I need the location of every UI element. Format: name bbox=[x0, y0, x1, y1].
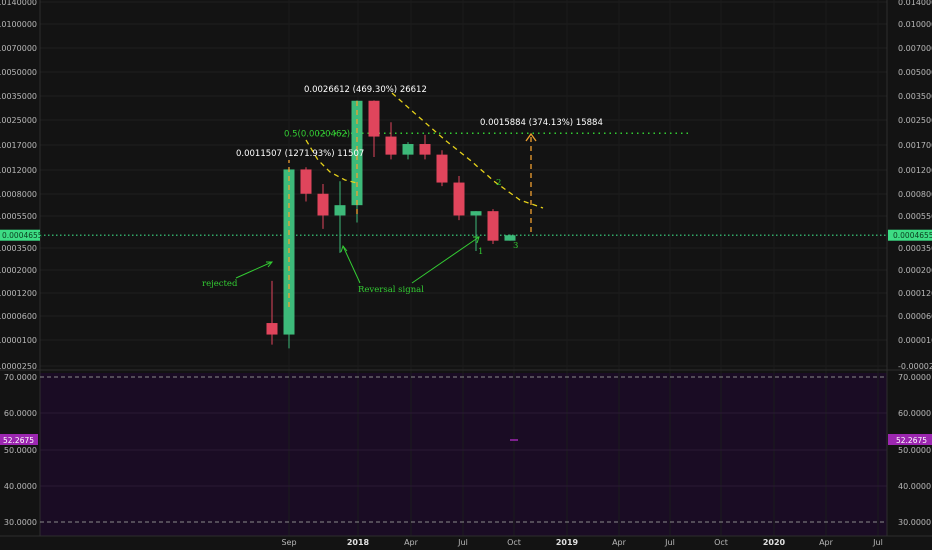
price-axis-left[interactable]: 0.0140000 0.0100000 0.0070000 0.0050000 0.00… bbox=[0, 0, 37, 371]
rsi-tick-left: 50.0000 bbox=[4, 446, 37, 455]
rsi-badge-left: 52.2675 bbox=[0, 434, 38, 445]
price-tick-left: 0.0001200 bbox=[0, 289, 37, 298]
rsi-tick-right: 40.0000 bbox=[898, 482, 931, 491]
rsi-axis[interactable]: 70.0000 70.0000 60.0000 60.0000 50.0000 50.00… bbox=[4, 373, 931, 527]
rsi-badge-right: 52.2675 bbox=[888, 434, 932, 445]
price-tick-right: 0.0012000 bbox=[898, 166, 932, 175]
price-tick-left: 0.0070000 bbox=[0, 44, 37, 53]
candle-body bbox=[419, 144, 431, 155]
candle-body bbox=[300, 169, 312, 194]
reversal-label: Reversal signal bbox=[358, 285, 424, 295]
candle-body bbox=[317, 193, 329, 216]
price-tick-left: 0.0012000 bbox=[0, 166, 37, 175]
price-tick-right: 0.0140000 bbox=[898, 0, 932, 7]
time-tick: Apr bbox=[612, 538, 627, 547]
candle-body bbox=[487, 211, 499, 241]
time-tick: Apr bbox=[404, 538, 419, 547]
price-tick-left: 0.0000100 bbox=[0, 336, 37, 345]
time-tick: Oct bbox=[507, 538, 521, 547]
candle-body bbox=[402, 144, 414, 155]
price-tick-right: 0.0035000 bbox=[898, 92, 932, 101]
candle-body bbox=[436, 154, 448, 183]
svg-text:0.0004655: 0.0004655 bbox=[2, 231, 43, 240]
price-tick-right: 0.0005500 bbox=[898, 212, 932, 221]
rejected-label: rejected bbox=[202, 279, 238, 289]
rsi-tick-left: 30.0000 bbox=[4, 518, 37, 527]
wave3-label: 3 bbox=[513, 241, 518, 251]
projection-arrowhead bbox=[525, 132, 537, 142]
rsi-tick-left: 70.0000 bbox=[4, 373, 37, 382]
grid bbox=[40, 0, 887, 536]
rsi-tick-left: 60.0000 bbox=[4, 409, 37, 418]
time-tick: 2020 bbox=[763, 538, 786, 547]
svg-text:52.2675: 52.2675 bbox=[896, 436, 927, 445]
price-tick-right: 0.0025000 bbox=[898, 116, 932, 125]
time-tick: 2018 bbox=[347, 538, 370, 547]
reversal-arrow-right bbox=[411, 236, 480, 284]
price-tick-left: 0.0002000 bbox=[0, 266, 37, 275]
candle-body bbox=[504, 235, 516, 241]
time-tick: 2019 bbox=[556, 538, 579, 547]
price-tick-right: 0.0001200 bbox=[898, 289, 932, 298]
rejected-arrow bbox=[235, 261, 274, 279]
time-tick: Oct bbox=[714, 538, 728, 547]
price-tick-left: 0.0000600 bbox=[0, 312, 37, 321]
candle-body bbox=[453, 182, 465, 216]
trendline-1 bbox=[305, 139, 358, 184]
price-tick-right: 0.0008000 bbox=[898, 190, 932, 199]
price-tick-right: 0.0070000 bbox=[898, 44, 932, 53]
time-tick: Jul bbox=[872, 538, 883, 547]
price-tick-left: -0.0000250 bbox=[0, 362, 37, 371]
fib-level-label: 0.5(0.0020462) bbox=[284, 129, 350, 139]
time-tick: Sep bbox=[281, 538, 296, 547]
reversal-arrow-left bbox=[340, 244, 361, 284]
move2-label: 0.0026612 (469.30%) 26612 bbox=[304, 85, 427, 95]
wave1-label: 1 bbox=[478, 247, 483, 257]
candle-body bbox=[334, 205, 346, 216]
price-tick-right: 0.0000100 bbox=[898, 336, 932, 345]
candle-body bbox=[351, 100, 363, 206]
price-badge-right: 0.0004655 bbox=[888, 229, 932, 241]
wave2-label: 2 bbox=[496, 178, 501, 188]
time-tick: Apr bbox=[819, 538, 834, 547]
price-tick-left: 0.0035000 bbox=[0, 92, 37, 101]
candle-body bbox=[368, 100, 380, 137]
price-tick-right: 0.0050000 bbox=[898, 68, 932, 77]
rsi-tick-right: 60.0000 bbox=[898, 409, 931, 418]
svg-text:52.2675: 52.2675 bbox=[3, 436, 34, 445]
price-tick-right: 0.0002000 bbox=[898, 266, 932, 275]
candle-body bbox=[470, 211, 482, 216]
price-tick-left: 0.0050000 bbox=[0, 68, 37, 77]
price-tick-right: 0.0100000 bbox=[898, 20, 932, 29]
trendline-2 bbox=[391, 92, 544, 209]
price-tick-left: 0.0005500 bbox=[0, 212, 37, 221]
time-axis[interactable]: Sep 2018 Apr Jul Oct 2019 Apr Jul Oct 2020 Apr Jul bbox=[281, 538, 882, 547]
rsi-tick-right: 30.0000 bbox=[898, 518, 931, 527]
candle-body bbox=[385, 136, 397, 155]
price-tick-right: 0.0017000 bbox=[898, 141, 932, 150]
price-tick-left: 0.0140000 bbox=[0, 0, 37, 7]
rsi-tick-right: 50.0000 bbox=[898, 446, 931, 455]
price-tick-left: 0.0100000 bbox=[0, 20, 37, 29]
price-tick-left: 0.0008000 bbox=[0, 190, 37, 199]
price-tick-right: 0.0003500 bbox=[898, 244, 932, 253]
candle-body bbox=[266, 323, 278, 335]
time-tick: Jul bbox=[664, 538, 675, 547]
price-badge-left: 0.0004655 bbox=[0, 229, 43, 241]
rsi-tick-right: 70.0000 bbox=[898, 373, 931, 382]
time-tick: Jul bbox=[457, 538, 468, 547]
price-tick-left: 0.0003500 bbox=[0, 244, 37, 253]
price-tick-left: 0.0017000 bbox=[0, 141, 37, 150]
move1-label: 0.0011507 (1271.93%) 11507 bbox=[236, 149, 364, 159]
move3-label: 0.0015884 (374.13%) 15884 bbox=[480, 118, 603, 128]
svg-text:0.0004655: 0.0004655 bbox=[893, 231, 932, 240]
price-tick-left: 0.0025000 bbox=[0, 116, 37, 125]
price-tick-right: 0.0000600 bbox=[898, 312, 932, 321]
price-axis-right[interactable]: 0.0140000 0.0100000 0.0070000 0.0050000 0.00… bbox=[898, 0, 932, 371]
rsi-tick-left: 40.0000 bbox=[4, 482, 37, 491]
price-tick-right: -0.0000250 bbox=[898, 362, 932, 371]
